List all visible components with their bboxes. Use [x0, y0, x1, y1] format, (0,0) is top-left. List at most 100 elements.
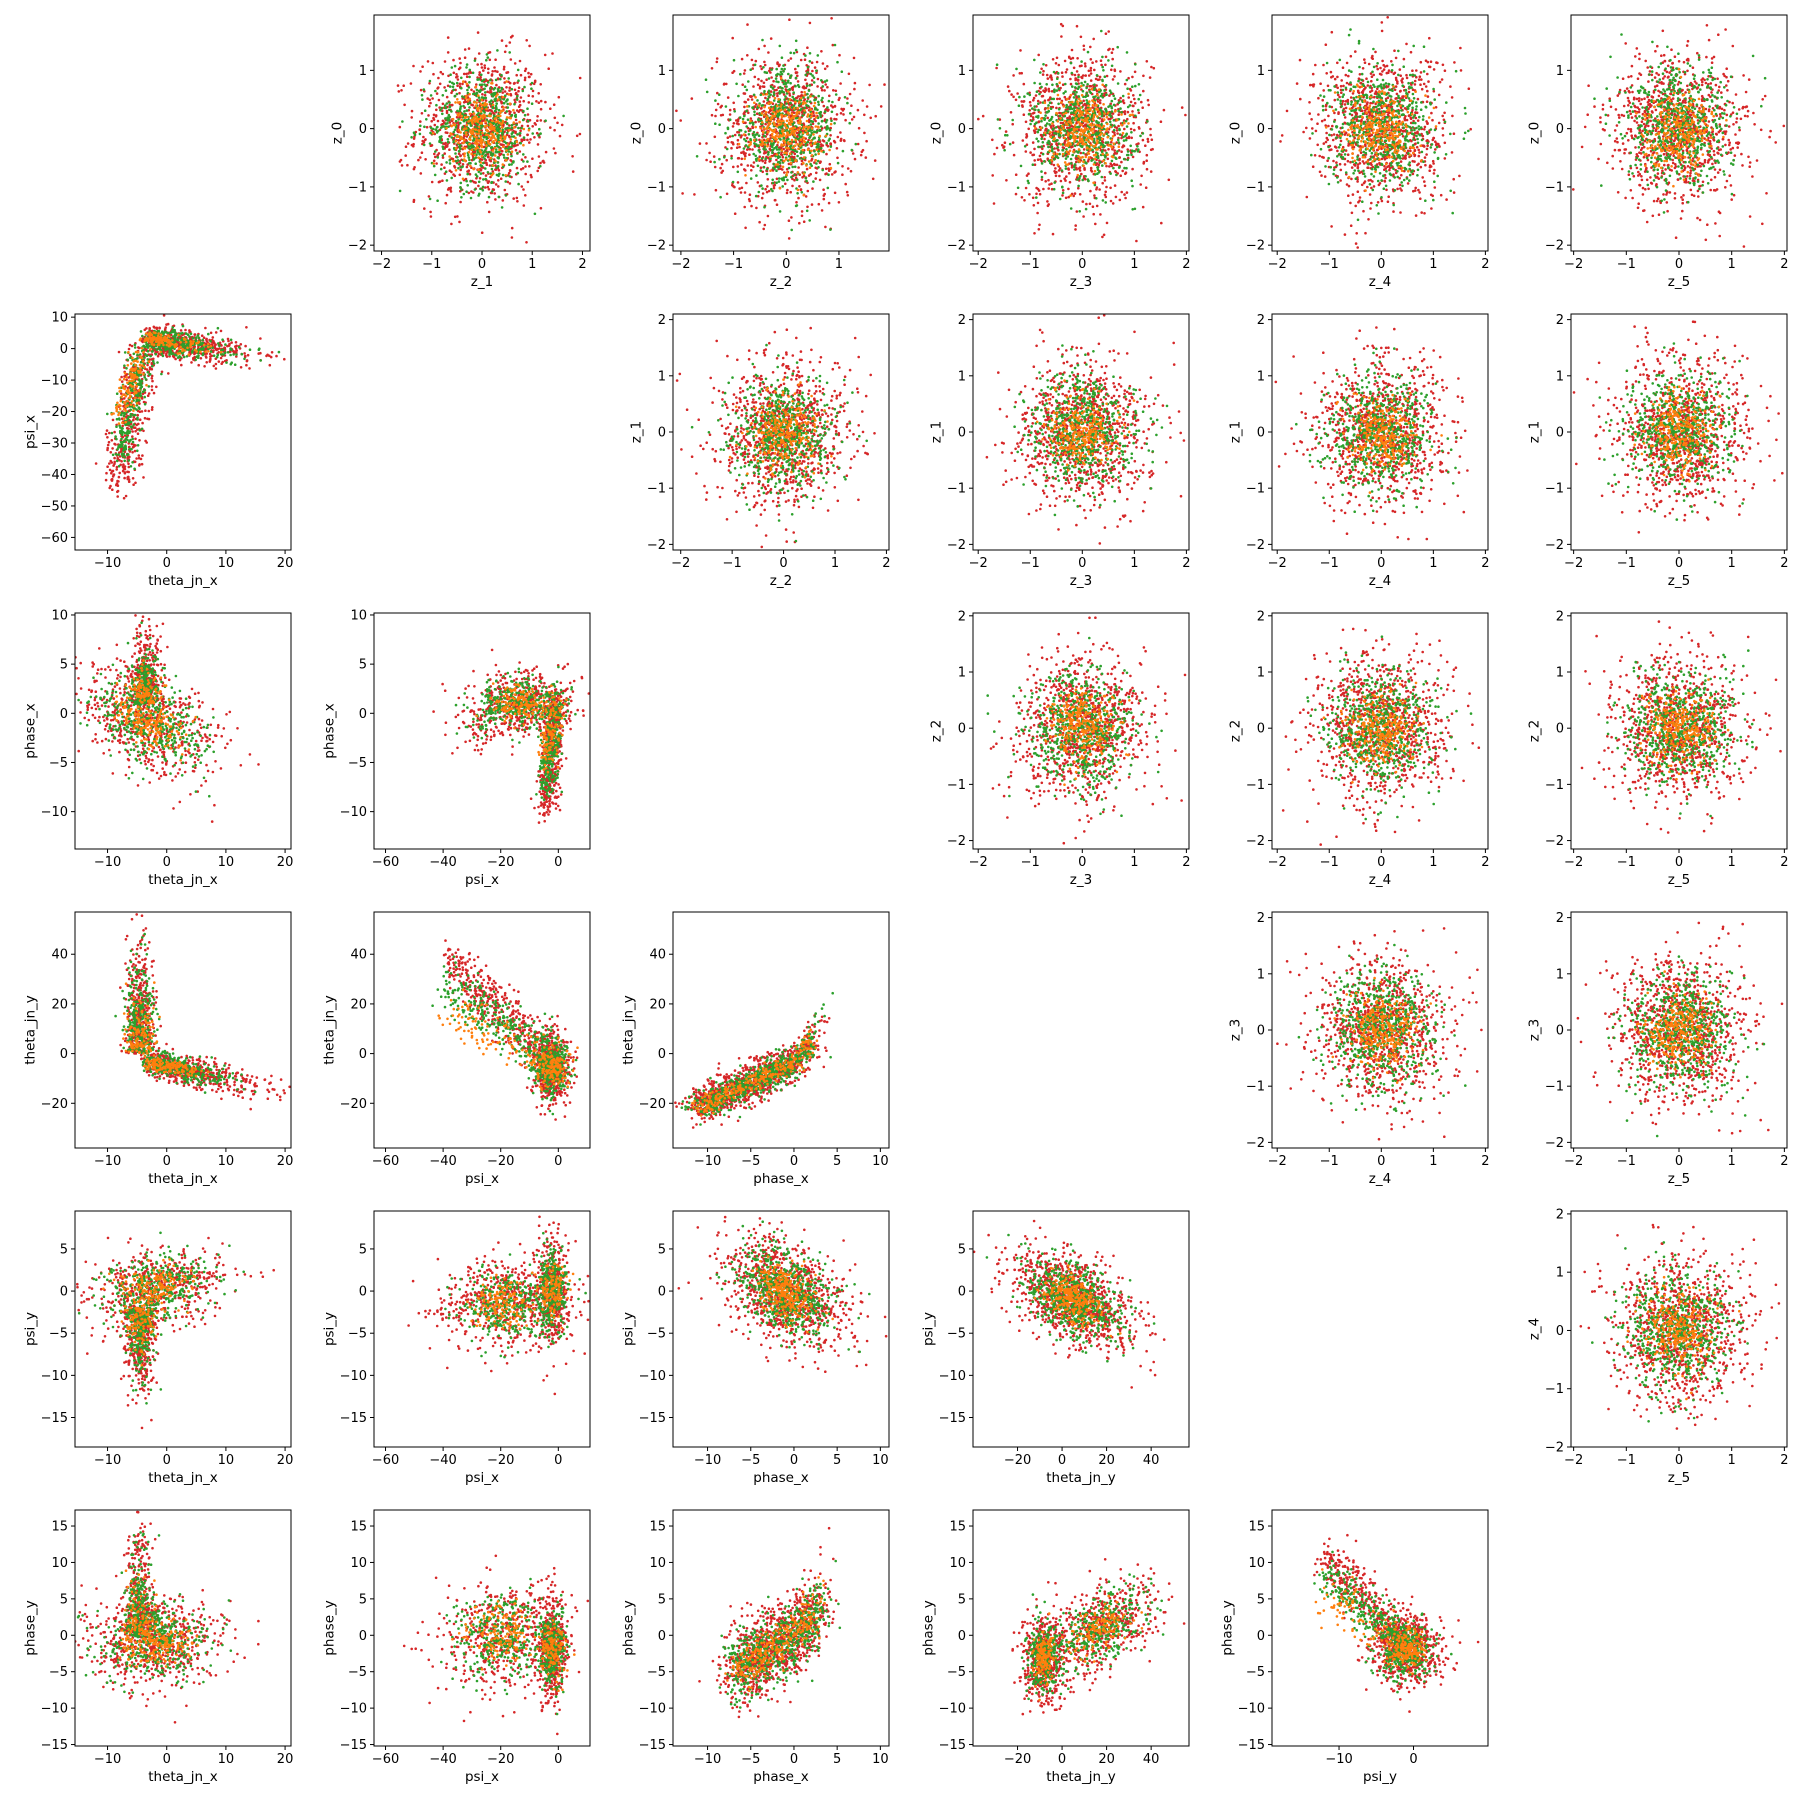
data-point: [481, 185, 485, 189]
data-point: [469, 129, 472, 132]
data-point: [1117, 166, 1121, 169]
y-tick-label: 1: [658, 64, 666, 79]
data-point: [756, 181, 760, 184]
data-point: [740, 163, 743, 166]
data-point: [713, 160, 716, 164]
data-point: [494, 150, 498, 154]
data-point: [795, 201, 798, 204]
data-point: [775, 158, 778, 162]
data-point: [1120, 150, 1123, 153]
data-point: [429, 101, 432, 105]
data-point: [1093, 173, 1097, 176]
data-point: [539, 161, 542, 165]
data-point: [764, 187, 767, 191]
data-point: [815, 71, 818, 75]
data-point: [510, 126, 514, 130]
data-point: [1077, 125, 1081, 129]
data-point: [775, 177, 779, 181]
data-point: [809, 162, 812, 166]
data-point: [805, 179, 808, 183]
data-point: [1056, 146, 1060, 149]
data-point: [1065, 175, 1068, 178]
data-point: [458, 173, 462, 177]
data-point: [1075, 121, 1078, 125]
data-point: [488, 135, 491, 139]
data-point: [441, 72, 445, 76]
data-point: [735, 82, 738, 86]
data-point: [1123, 82, 1127, 86]
data-point: [554, 151, 557, 155]
data-point: [1012, 153, 1016, 157]
data-point: [560, 123, 564, 127]
data-point: [544, 119, 547, 122]
data-point: [465, 94, 468, 98]
data-point: [446, 51, 450, 54]
data-point: [830, 110, 834, 114]
data-point: [756, 164, 760, 168]
data-point: [796, 106, 799, 110]
data-point: [1060, 35, 1063, 38]
data-point: [733, 108, 736, 111]
data-point: [1076, 57, 1079, 60]
data-point: [512, 108, 515, 112]
data-point: [1050, 182, 1053, 185]
data-point: [776, 110, 779, 113]
data-point: [477, 52, 481, 55]
data-point: [1145, 60, 1149, 63]
data-point: [1150, 65, 1153, 69]
data-point: [1052, 187, 1056, 191]
data-point: [820, 119, 824, 123]
data-point: [1083, 80, 1087, 84]
data-point: [754, 154, 757, 158]
data-point: [1122, 157, 1126, 161]
data-point: [1086, 124, 1089, 127]
data-point: [713, 135, 717, 139]
data-point: [503, 140, 506, 143]
data-point: [448, 85, 452, 88]
data-point: [755, 143, 758, 146]
data-point: [1113, 149, 1116, 152]
data-point: [747, 140, 750, 144]
data-point: [756, 83, 760, 87]
data-point: [1148, 76, 1152, 79]
data-point: [516, 200, 519, 203]
data-point: [681, 192, 684, 195]
data-point: [809, 134, 813, 137]
data-point: [1024, 150, 1028, 153]
data-point: [445, 111, 449, 115]
data-point: [533, 212, 537, 216]
data-point: [491, 164, 495, 167]
data-point: [1119, 96, 1122, 100]
data-point: [1064, 90, 1067, 93]
data-point: [1075, 166, 1078, 170]
data-point: [772, 110, 775, 114]
data-point: [501, 163, 505, 166]
data-point: [507, 110, 511, 113]
data-point: [806, 205, 809, 209]
data-point: [491, 188, 495, 191]
data-point: [705, 90, 709, 94]
data-point: [1074, 224, 1077, 227]
data-point: [857, 126, 861, 130]
data-point: [993, 152, 996, 156]
data-point: [790, 138, 794, 142]
data-point: [751, 133, 755, 137]
data-point: [467, 86, 471, 89]
data-point: [820, 149, 823, 153]
data-point: [421, 65, 424, 68]
data-point: [1029, 122, 1032, 126]
data-point: [1085, 202, 1088, 206]
data-point: [490, 153, 493, 157]
data-point: [757, 47, 761, 51]
data-point: [458, 57, 462, 60]
data-point: [835, 147, 839, 150]
data-point: [1082, 215, 1085, 218]
data-point: [498, 150, 501, 153]
data-point: [845, 190, 849, 194]
data-point: [794, 117, 798, 120]
data-point: [1071, 153, 1074, 157]
data-point: [759, 166, 763, 169]
data-point: [1125, 78, 1129, 82]
data-point: [465, 66, 468, 69]
data-point: [460, 114, 463, 118]
